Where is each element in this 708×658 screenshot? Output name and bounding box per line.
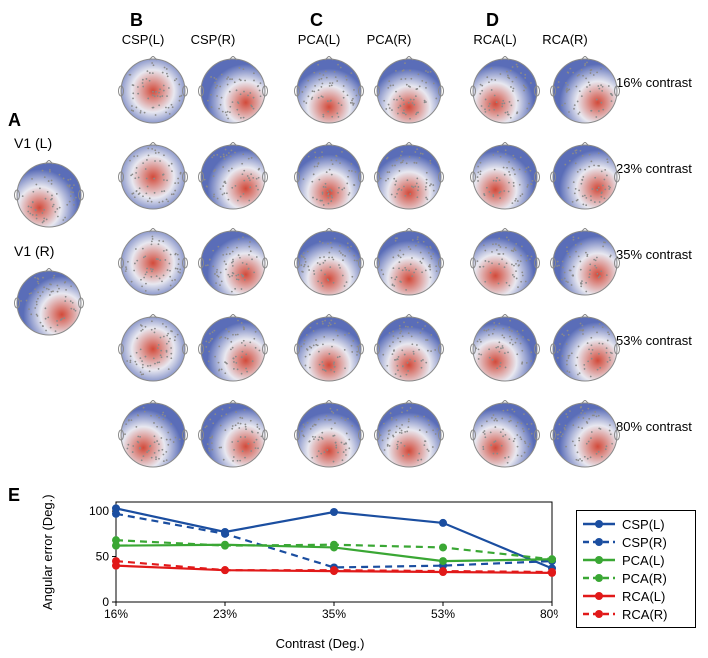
legend-row-PCA(R): PCA(R) xyxy=(582,569,668,587)
xtick-23%: 23% xyxy=(213,607,237,621)
legend-label-PCA(L): PCA(L) xyxy=(622,553,665,568)
panel-letter-a: A xyxy=(8,110,21,131)
topomap-r2-c0 xyxy=(118,228,188,298)
topomap-r2-c3 xyxy=(374,228,444,298)
topomap-r3-c1 xyxy=(198,314,268,384)
panel-letter-c: C xyxy=(310,10,323,31)
xtick-16%: 16% xyxy=(104,607,128,621)
topomap-r0-c1 xyxy=(198,56,268,126)
legend-row-PCA(L): PCA(L) xyxy=(582,551,668,569)
topomap-r4-c0 xyxy=(118,400,188,470)
legend-swatch-CSP(L) xyxy=(582,517,616,531)
legend-row-CSP(R): CSP(R) xyxy=(582,533,668,551)
ytick-100: 100 xyxy=(89,504,109,518)
topomap-r0-c5 xyxy=(550,56,620,126)
topomap-r0-c3 xyxy=(374,56,444,126)
series-marker-RCA(R)-4 xyxy=(548,568,556,576)
row-label-35: 35% contrast xyxy=(616,247,692,263)
topomap-r2-c5 xyxy=(550,228,620,298)
topomap-r1-c5 xyxy=(550,142,620,212)
xtick-53%: 53% xyxy=(431,607,455,621)
topomap-r4-c4 xyxy=(470,400,540,470)
panel-letter-b: B xyxy=(130,10,143,31)
series-marker-PCA(R)-0 xyxy=(112,536,120,544)
ytick-50: 50 xyxy=(96,550,110,564)
topomap-r4-c2 xyxy=(294,400,364,470)
topomap-r4-c5 xyxy=(550,400,620,470)
legend-swatch-RCA(R) xyxy=(582,607,616,621)
topomap-r3-c2 xyxy=(294,314,364,384)
col-header-rca-r: RCA(R) xyxy=(530,32,600,47)
panel-letter-d: D xyxy=(486,10,499,31)
legend-label-RCA(R): RCA(R) xyxy=(622,607,668,622)
col-header-pca-l: PCA(L) xyxy=(284,32,354,47)
xtick-80%: 80% xyxy=(540,607,558,621)
legend-swatch-PCA(L) xyxy=(582,553,616,567)
series-marker-PCA(R)-2 xyxy=(330,541,338,549)
topomap-r0-c4 xyxy=(470,56,540,126)
topomap-r2-c4 xyxy=(470,228,540,298)
legend-row-RCA(L): RCA(L) xyxy=(582,587,668,605)
v1-r-label: V1 (R) xyxy=(14,243,54,259)
series-marker-PCA(R)-3 xyxy=(439,543,447,551)
series-marker-CSP(L)-3 xyxy=(439,519,447,527)
legend-row-CSP(L): CSP(L) xyxy=(582,515,668,533)
series-marker-CSP(L)-2 xyxy=(330,508,338,516)
col-header-csp-r: CSP(R) xyxy=(178,32,248,47)
v1-topomap-l xyxy=(14,160,84,230)
series-marker-RCA(R)-3 xyxy=(439,567,447,575)
chart-angular-error: 05010016%23%35%53%80% xyxy=(78,496,558,626)
series-marker-RCA(R)-2 xyxy=(330,566,338,574)
row-label-16: 16% contrast xyxy=(616,75,692,91)
x-axis-label: Contrast (Deg.) xyxy=(230,636,410,651)
series-marker-PCA(L)-3 xyxy=(439,557,447,565)
v1-topomap-r xyxy=(14,268,84,338)
legend-label-CSP(L): CSP(L) xyxy=(622,517,665,532)
topomap-r1-c3 xyxy=(374,142,444,212)
topomap-r3-c5 xyxy=(550,314,620,384)
panel-letter-e: E xyxy=(8,485,20,506)
col-header-csp-l: CSP(L) xyxy=(108,32,178,47)
topomap-r3-c4 xyxy=(470,314,540,384)
topomap-r1-c0 xyxy=(118,142,188,212)
y-axis-label: Angular error (Deg.) xyxy=(40,494,55,610)
v1-l-label: V1 (L) xyxy=(14,135,52,151)
legend-row-RCA(R): RCA(R) xyxy=(582,605,668,623)
series-marker-RCA(R)-1 xyxy=(221,566,229,574)
col-header-pca-r: PCA(R) xyxy=(354,32,424,47)
legend-swatch-CSP(R) xyxy=(582,535,616,549)
col-header-rca-l: RCA(L) xyxy=(460,32,530,47)
legend-swatch-RCA(L) xyxy=(582,589,616,603)
row-label-23: 23% contrast xyxy=(616,161,692,177)
legend-label-CSP(R): CSP(R) xyxy=(622,535,667,550)
topomap-r1-c4 xyxy=(470,142,540,212)
topomap-r1-c1 xyxy=(198,142,268,212)
legend-label-RCA(L): RCA(L) xyxy=(622,589,665,604)
chart-legend: CSP(L) CSP(R) PCA(L) PCA(R) RCA(L) RCA(R) xyxy=(576,510,696,631)
topomap-r3-c3 xyxy=(374,314,444,384)
series-marker-CSP(R)-0 xyxy=(112,510,120,518)
series-marker-PCA(R)-1 xyxy=(221,542,229,550)
legend-swatch-PCA(R) xyxy=(582,571,616,585)
series-marker-PCA(R)-4 xyxy=(548,555,556,563)
topomap-r2-c2 xyxy=(294,228,364,298)
topomap-r4-c1 xyxy=(198,400,268,470)
row-label-53: 53% contrast xyxy=(616,333,692,349)
xtick-35%: 35% xyxy=(322,607,346,621)
topomap-r3-c0 xyxy=(118,314,188,384)
legend-label-PCA(R): PCA(R) xyxy=(622,571,667,586)
topomap-r1-c2 xyxy=(294,142,364,212)
row-label-80: 80% contrast xyxy=(616,419,692,435)
topomap-r0-c0 xyxy=(118,56,188,126)
topomap-r2-c1 xyxy=(198,228,268,298)
topomap-r4-c3 xyxy=(374,400,444,470)
series-marker-RCA(R)-0 xyxy=(112,557,120,565)
topomap-r0-c2 xyxy=(294,56,364,126)
series-marker-CSP(R)-1 xyxy=(221,530,229,538)
